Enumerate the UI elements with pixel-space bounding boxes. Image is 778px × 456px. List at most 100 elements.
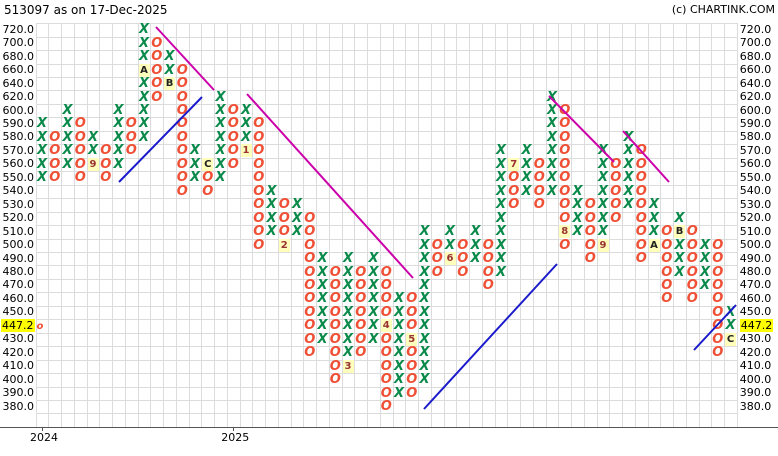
o-symbol: O [329, 304, 341, 320]
o-symbol: O [610, 197, 622, 213]
month-marker: 2 [278, 238, 290, 252]
y-axis-label-right: 570.0 [739, 143, 772, 157]
o-symbol: O [406, 304, 418, 320]
o-symbol: O [329, 291, 341, 307]
o-symbol: O [584, 251, 596, 267]
o-symbol: O [355, 345, 367, 361]
x-symbol: X [393, 372, 405, 388]
o-symbol: O [380, 277, 392, 293]
x-symbol: X [495, 224, 507, 240]
o-symbol: O [584, 237, 596, 253]
y-axis-label-right: 460.0 [739, 291, 772, 305]
grid-line-vertical [112, 23, 113, 427]
grid-line-vertical [328, 23, 330, 427]
o-symbol: O [533, 170, 545, 186]
y-axis-label-left: 660.0 [2, 63, 35, 77]
grid-line-vertical [494, 23, 496, 427]
x-symbol: X [546, 170, 558, 186]
y-axis-label-left: 380.0 [2, 399, 35, 413]
o-symbol: O [100, 143, 112, 159]
grid-line-vertical [252, 23, 254, 427]
y-axis-label-right: 550.0 [739, 170, 772, 184]
o-symbol: O [635, 210, 647, 226]
o-symbol: O [304, 345, 316, 361]
o-symbol: O [176, 183, 188, 199]
x-symbol: X [189, 170, 201, 186]
y-axis-label-left: 410.0 [2, 359, 35, 373]
o-symbol: O [406, 345, 418, 361]
x-symbol: X [597, 224, 609, 240]
o-symbol: O [151, 49, 163, 65]
o-symbol: O [253, 183, 265, 199]
grid-line-horizontal [35, 251, 737, 253]
month-marker: 4 [380, 319, 392, 333]
o-symbol: O [380, 291, 392, 307]
grid-line-vertical [647, 23, 649, 427]
y-axis-label-left: 470.0 [2, 278, 35, 292]
month-marker: C [725, 332, 736, 346]
y-axis-label-left: 390.0 [2, 386, 35, 400]
x-symbol: X [266, 197, 277, 213]
y-axis-label-right: 680.0 [739, 49, 772, 63]
o-symbol: O [686, 264, 698, 280]
x-symbol: X [62, 129, 73, 145]
y-axis-label-right: 580.0 [739, 130, 772, 144]
o-symbol: O [482, 237, 494, 253]
y-axis-label-right: 620.0 [739, 90, 772, 104]
x-symbol: X [572, 183, 583, 199]
o-symbol: O [380, 399, 392, 415]
y-axis-label-left: 620.0 [2, 90, 35, 104]
x-symbol: X [623, 143, 634, 159]
current-price-label-left: 447.2 [1, 318, 35, 332]
o-symbol: O [176, 170, 188, 186]
grid-line-vertical [354, 23, 356, 427]
o-symbol: O [380, 304, 392, 320]
y-axis-label-right: 520.0 [739, 211, 772, 225]
x-symbol: X [368, 318, 379, 334]
x-symbol: X [113, 143, 124, 159]
x-symbol: X [597, 156, 609, 172]
chartink-credit: (c) CHARTINK.COM [671, 3, 775, 16]
o-symbol: O [278, 224, 290, 240]
grid-line-vertical [456, 23, 458, 427]
x-symbol: X [215, 129, 226, 145]
x-symbol: X [342, 291, 354, 307]
o-symbol: O [176, 156, 188, 172]
y-axis-label-right: 450.0 [739, 305, 772, 319]
grid-line-horizontal [35, 346, 737, 348]
month-marker: A [648, 238, 660, 252]
o-symbol: O [49, 156, 61, 172]
o-symbol: O [304, 237, 316, 253]
x-symbol: X [419, 318, 430, 334]
grid-line-horizontal [35, 63, 737, 65]
x-symbol: X [87, 129, 99, 145]
x-symbol: X [266, 210, 277, 226]
x-symbol: X [546, 116, 558, 132]
x-symbol: X [291, 210, 303, 226]
grid-line-horizontal [35, 292, 737, 294]
o-symbol: O [304, 331, 316, 347]
grid-line-vertical [99, 23, 101, 427]
grid-line-vertical [481, 23, 483, 427]
x-symbol: X [317, 318, 328, 334]
grid-line-vertical [137, 23, 139, 427]
chart-title: 513097 as on 17-Dec-2025 [4, 3, 168, 17]
grid-line-horizontal [35, 386, 737, 388]
x-symbol: X [623, 170, 634, 186]
grid-line-horizontal [35, 90, 737, 92]
grid-line-vertical [622, 23, 623, 427]
x-symbol: X [521, 156, 532, 172]
x-symbol: X [215, 89, 226, 105]
y-axis-label-right: 720.0 [739, 22, 772, 36]
x-symbol: X [215, 170, 226, 186]
x-symbol: X [546, 103, 558, 119]
o-symbol: O [559, 103, 571, 119]
y-axis-label-left: 560.0 [2, 157, 35, 171]
x-symbol: X [240, 103, 252, 119]
o-symbol: O [253, 129, 265, 145]
y-axis-label-right: 600.0 [739, 103, 772, 117]
grid-line-horizontal [35, 225, 737, 227]
x-symbol: X [113, 156, 124, 172]
